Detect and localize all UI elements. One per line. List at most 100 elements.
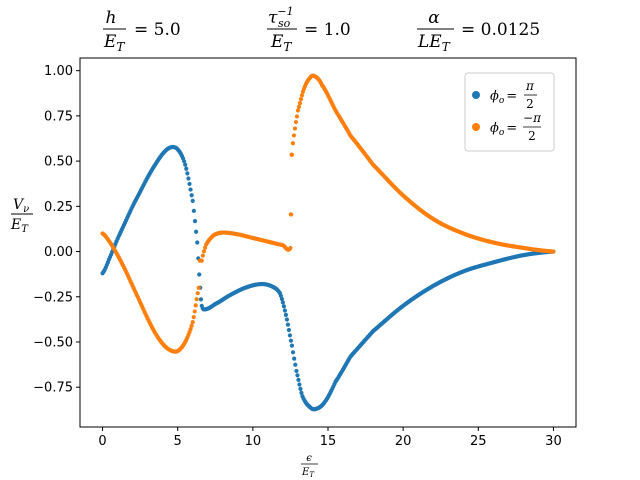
legend-box bbox=[464, 72, 555, 152]
header-param-tau: τ−1 so ET = 1.0 bbox=[267, 5, 351, 54]
series-1 bbox=[100, 144, 556, 412]
legend-series-1-num: π bbox=[525, 79, 535, 93]
data-point bbox=[297, 100, 303, 106]
data-point bbox=[285, 322, 291, 327]
param-h-value: = 5.0 bbox=[134, 20, 181, 40]
legend-series-2-num: −π bbox=[523, 111, 542, 125]
legend-series-2-eq: = bbox=[506, 121, 517, 136]
legend-series-1-sub: o bbox=[499, 96, 505, 106]
data-point bbox=[299, 390, 304, 395]
data-point bbox=[291, 133, 297, 138]
data-point bbox=[293, 362, 298, 367]
param-tau-num-sub: so bbox=[278, 17, 291, 30]
param-alpha-den-sub: T bbox=[442, 40, 451, 54]
y-tick-label: 0.25 bbox=[44, 200, 73, 215]
y-label-den-base: E bbox=[10, 217, 21, 233]
param-alpha-den-base: LE bbox=[417, 32, 442, 52]
param-alpha-value: = 0.0125 bbox=[461, 20, 540, 40]
y-axis-label: Vν ET bbox=[10, 197, 33, 235]
parameter-header: h ET = 5.0 τ−1 so ET = 1.0 α LET = 0.0125 bbox=[103, 5, 540, 54]
data-point bbox=[190, 319, 195, 325]
data-point bbox=[186, 176, 191, 181]
data-point bbox=[290, 350, 296, 355]
data-points bbox=[100, 73, 556, 412]
param-h-den-sub: T bbox=[116, 40, 125, 54]
data-point bbox=[282, 308, 288, 313]
y-tick-label: 0.00 bbox=[44, 245, 73, 260]
y-label-numerator: Vν bbox=[13, 197, 29, 215]
x-axis-label: ϵ ET bbox=[301, 453, 318, 479]
legend-label-series-1-left: ϕo = bbox=[490, 89, 517, 106]
data-point bbox=[278, 293, 284, 298]
x-tick-label: 10 bbox=[245, 434, 262, 449]
data-point bbox=[183, 162, 188, 167]
data-point bbox=[194, 229, 199, 234]
data-point bbox=[281, 304, 287, 309]
legend-series-1-base: ϕ bbox=[490, 89, 499, 104]
legend-series-1-den: 2 bbox=[526, 97, 534, 111]
data-point bbox=[189, 323, 194, 328]
data-point bbox=[201, 249, 207, 254]
data-point bbox=[295, 108, 301, 113]
x-label-denominator: ET bbox=[301, 467, 315, 479]
header-param-alpha: α LET = 0.0125 bbox=[417, 8, 540, 54]
data-point bbox=[298, 386, 303, 391]
param-tau-denominator: ET bbox=[270, 32, 292, 54]
param-h-denominator: ET bbox=[103, 32, 125, 54]
data-point bbox=[279, 296, 285, 302]
data-point bbox=[188, 327, 193, 332]
x-label-numerator: ϵ bbox=[306, 453, 312, 464]
param-tau-den-base: E bbox=[270, 32, 284, 52]
x-label-den-base: E bbox=[301, 467, 310, 478]
data-point bbox=[297, 382, 302, 387]
data-point bbox=[192, 219, 198, 224]
data-point bbox=[182, 159, 187, 164]
data-point bbox=[289, 212, 294, 217]
legend-marker-series-1 bbox=[472, 91, 480, 99]
data-point bbox=[288, 245, 293, 251]
data-point bbox=[294, 368, 299, 374]
data-point bbox=[288, 338, 294, 343]
param-tau-num-sup: −1 bbox=[277, 5, 293, 18]
data-point bbox=[184, 166, 189, 171]
data-point bbox=[299, 93, 305, 98]
param-tau-value: = 1.0 bbox=[304, 20, 351, 40]
legend-marker-series-2 bbox=[472, 123, 480, 131]
data-point bbox=[191, 315, 196, 320]
data-point bbox=[187, 181, 192, 187]
data-point bbox=[284, 317, 290, 322]
y-label-num-sub: ν bbox=[23, 204, 29, 215]
data-point bbox=[296, 104, 302, 110]
data-point bbox=[286, 327, 292, 333]
axis-ticks: 0 5 10 15 20 25 30 1.00 0.75 0.50 0.25 0.00 −0.25 −0.… bbox=[33, 64, 562, 449]
legend-series-1-eq: = bbox=[506, 89, 517, 104]
y-tick-label: −0.50 bbox=[33, 335, 73, 350]
x-tick-label: 20 bbox=[395, 434, 412, 449]
series-2 bbox=[100, 73, 556, 354]
y-label-denominator: ET bbox=[10, 217, 29, 235]
data-point bbox=[287, 333, 293, 338]
data-point bbox=[200, 253, 205, 258]
legend: ϕo = π 2 ϕo = −π 2 bbox=[464, 72, 555, 152]
x-tick-label: 5 bbox=[174, 434, 182, 449]
data-point bbox=[289, 152, 295, 157]
x-tick-label: 25 bbox=[470, 434, 487, 449]
y-tick-label: −0.25 bbox=[33, 290, 73, 305]
data-point bbox=[290, 141, 296, 146]
y-tick-label: 0.75 bbox=[44, 109, 73, 124]
param-tau-num-base: τ bbox=[268, 8, 278, 28]
data-point bbox=[189, 193, 194, 198]
y-tick-label: 1.00 bbox=[44, 64, 73, 79]
param-tau-den-sub: T bbox=[283, 40, 292, 54]
data-point bbox=[193, 303, 198, 308]
data-point bbox=[293, 119, 299, 125]
data-point bbox=[292, 126, 298, 131]
param-h-den-base: E bbox=[103, 32, 117, 52]
data-point bbox=[294, 114, 300, 119]
data-point bbox=[196, 285, 201, 290]
header-param-h: h ET = 5.0 bbox=[103, 8, 181, 54]
data-point bbox=[198, 297, 204, 302]
data-point bbox=[190, 198, 195, 203]
